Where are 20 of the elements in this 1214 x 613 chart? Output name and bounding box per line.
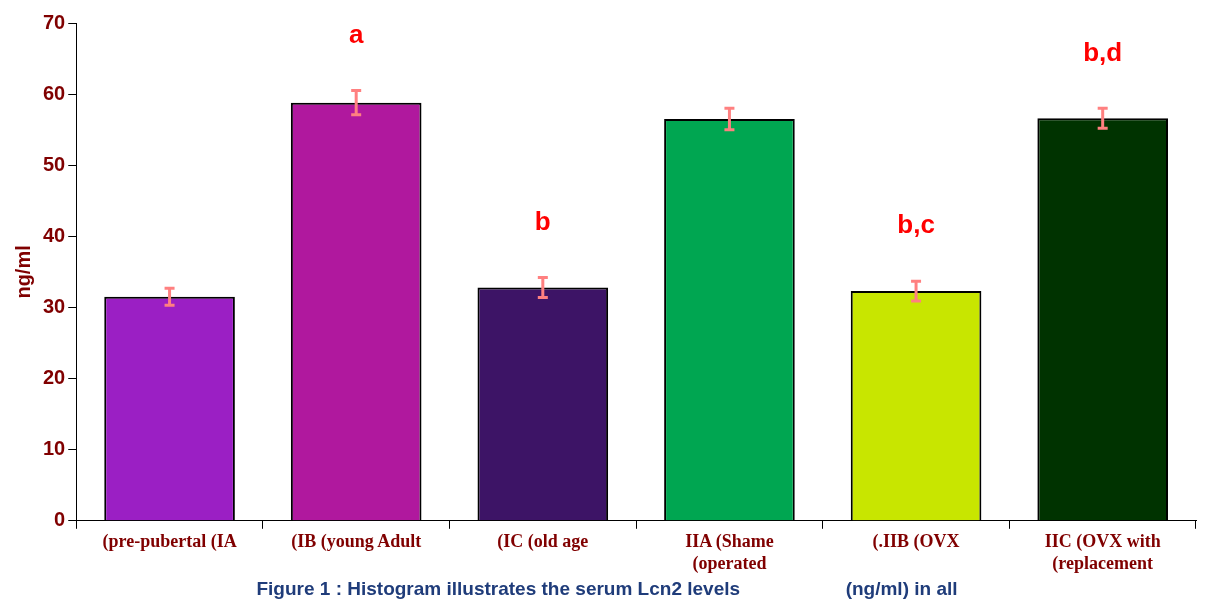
x-tick-label: IIC (OVX with (replacement xyxy=(1044,531,1161,574)
x-tick-label: (pre-pubertal (IA xyxy=(102,531,237,553)
y-axis-title: ng/ml xyxy=(11,245,34,299)
data-label: b xyxy=(534,205,551,236)
x-tick-label: (IB (young Adult xyxy=(291,531,422,553)
data-label: b,d xyxy=(1083,36,1123,67)
y-tick-label: 0 xyxy=(54,508,66,531)
data-label: a xyxy=(348,18,364,49)
y-tick-label: 50 xyxy=(43,152,66,175)
caption: Figure 1 : Histogram illustrates the serum Lcn2 levels (ng/ml) in all xyxy=(255,578,959,600)
y-tick-label: 60 xyxy=(43,81,66,104)
x-tick-label: (IC (old age xyxy=(497,531,589,553)
y-tick-label: 30 xyxy=(43,294,66,317)
y-tick-label: 20 xyxy=(43,366,66,389)
x-tick-label: (.IIB (OVX xyxy=(872,531,960,553)
y-tick-label: 40 xyxy=(43,223,66,246)
y-tick-label: 70 xyxy=(43,10,66,33)
data-label: b,c xyxy=(897,209,935,240)
x-tick-label: IIA (Shame (operated xyxy=(685,531,774,574)
y-tick-label: 10 xyxy=(43,437,66,460)
